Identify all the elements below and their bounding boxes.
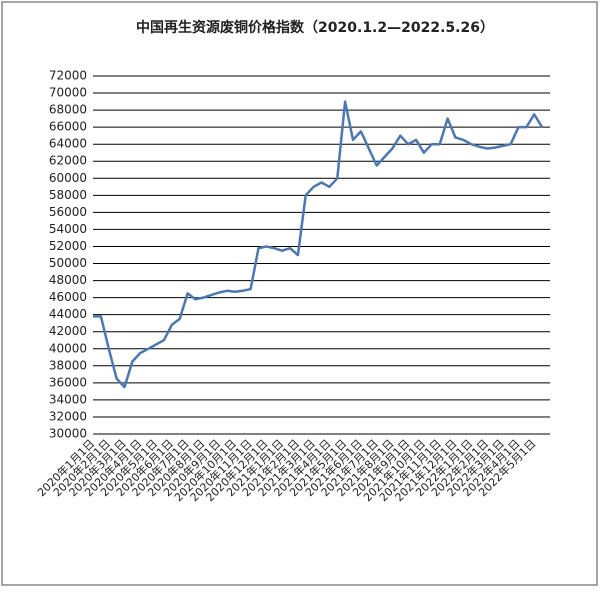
y-tick-label: 62000 [49,154,87,168]
y-tick-label: 64000 [49,137,87,151]
y-tick-label: 54000 [49,222,87,236]
chart-title: 中国再生资源废铜价格指数（2020.1.2—2022.5.26） [136,19,494,36]
y-tick-label: 32000 [49,409,87,423]
y-tick-label: 50000 [49,256,87,270]
y-tick-label: 30000 [49,427,87,441]
data-line [93,100,544,389]
y-tick-label: 60000 [49,171,87,185]
y-tick-label: 36000 [49,375,87,389]
y-tick-label: 68000 [49,103,87,117]
y-tick-label: 40000 [49,341,87,355]
y-tick-label: 70000 [49,86,87,100]
y-tick-label: 66000 [49,120,87,134]
y-tick-label: 58000 [49,188,87,202]
y-tick-label: 52000 [49,239,87,253]
y-tick-label: 34000 [49,392,87,406]
y-tick-label: 38000 [49,358,87,372]
y-tick-label: 42000 [49,324,87,338]
y-tick-label: 56000 [49,205,87,219]
y-tick-label: 48000 [49,273,87,287]
y-tick-label: 44000 [49,307,87,321]
y-tick-label: 72000 [49,69,87,83]
y-tick-label: 46000 [49,290,87,304]
